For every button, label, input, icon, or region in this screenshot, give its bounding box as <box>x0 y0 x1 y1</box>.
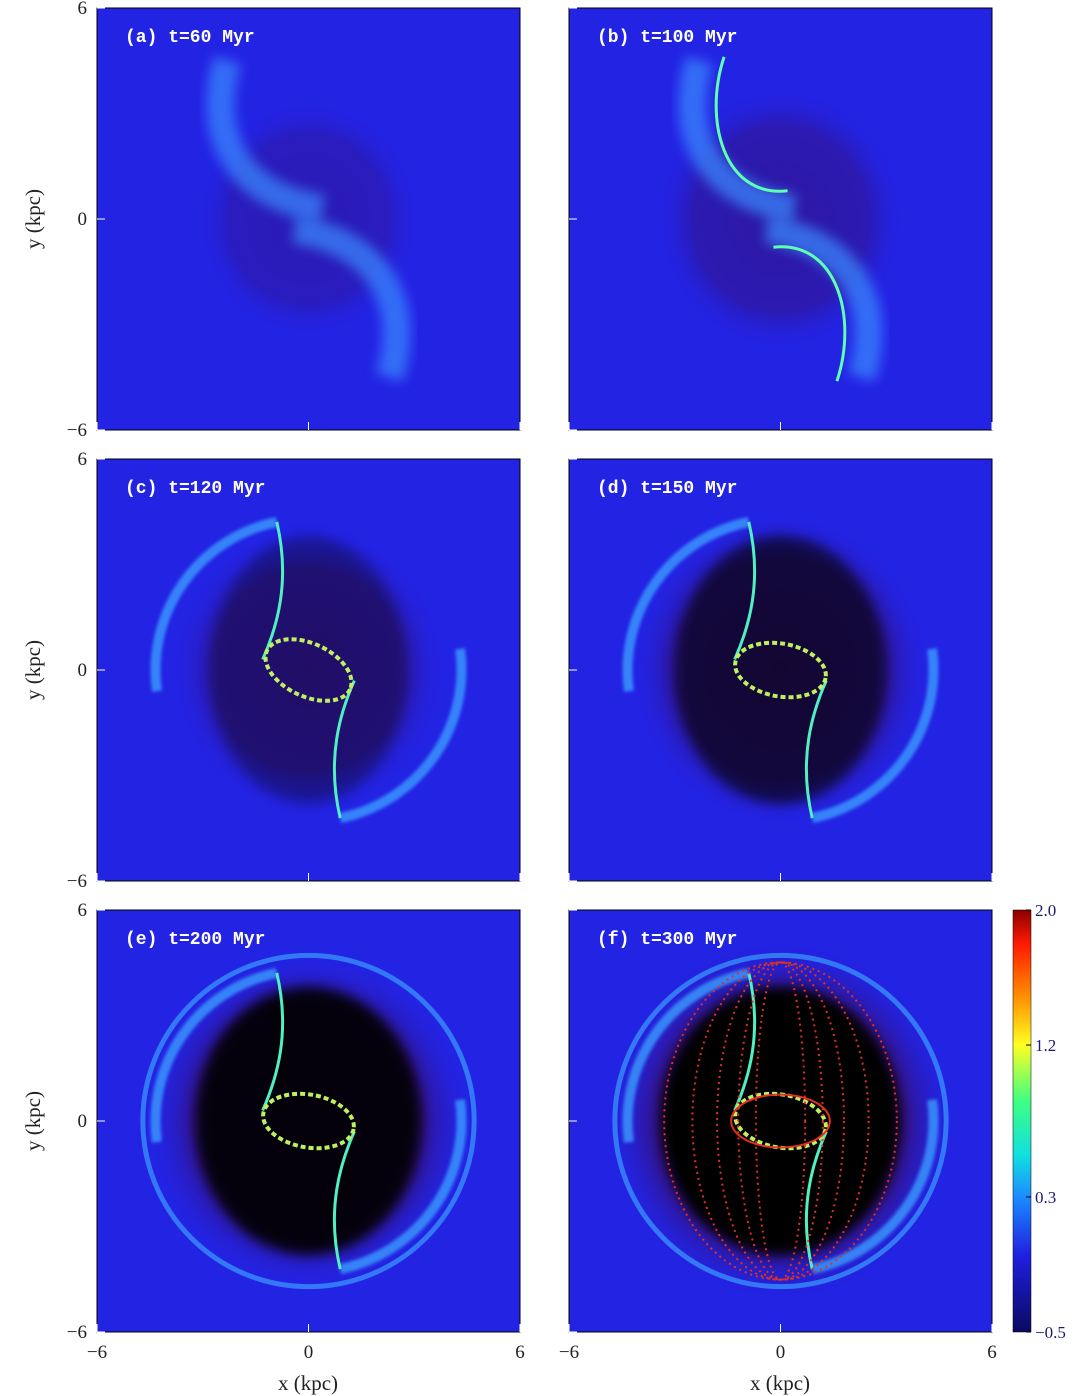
arm <box>764 215 883 382</box>
bar-shock <box>804 1130 828 1270</box>
panel-title: (c) t=120 Myr <box>125 479 265 499</box>
panel-title: (a) t=60 Myr <box>125 28 255 48</box>
colorbar-tick-label: 0.3 <box>1035 1188 1056 1207</box>
y-tick-label: −6 <box>67 1322 87 1343</box>
arm <box>678 56 797 223</box>
arm-glow <box>678 56 797 223</box>
x-axis-label: x (kpc) <box>750 1371 810 1395</box>
arm <box>150 517 285 692</box>
dark-region <box>195 987 422 1255</box>
panel <box>569 459 992 881</box>
arms <box>150 968 467 1274</box>
x-tick-label: 0 <box>304 1342 314 1363</box>
outer-arm <box>811 648 939 823</box>
y-axis-label: y (kpc) <box>21 640 45 700</box>
x-tick-label: −6 <box>87 1342 107 1363</box>
bar-shock <box>261 972 285 1112</box>
outer-arm <box>811 1099 939 1274</box>
orbit <box>716 961 845 1281</box>
arm-glow <box>764 215 883 382</box>
arms <box>622 517 939 823</box>
outer-arm <box>339 648 467 823</box>
panel <box>97 910 520 1332</box>
arm <box>206 56 325 223</box>
outer-arm <box>339 1099 467 1274</box>
arms <box>150 517 467 823</box>
x-tick-label: 0 <box>776 1342 786 1363</box>
bar-shock <box>804 679 828 819</box>
x-tick-label: 6 <box>515 1342 525 1363</box>
panel-title: (f) t=300 Myr <box>597 930 737 950</box>
nuclear-ring <box>263 637 354 703</box>
arm <box>292 215 411 382</box>
arm-shock <box>773 245 847 382</box>
arm <box>150 968 285 1143</box>
panel-title: (b) t=100 Myr <box>597 28 737 48</box>
panel <box>97 8 520 430</box>
outer-arm <box>150 968 278 1143</box>
arm-glow <box>206 56 325 223</box>
orbit <box>691 961 870 1281</box>
y-tick-label: −6 <box>67 871 87 892</box>
colorbar-tick-label: 1.2 <box>1035 1036 1056 1055</box>
colorbar <box>1012 909 1032 1333</box>
y-tick-label: 0 <box>78 660 88 681</box>
arms <box>206 56 411 382</box>
outer-ring <box>612 952 949 1290</box>
orbit <box>663 961 898 1281</box>
y-tick-label: 0 <box>78 1111 88 1132</box>
outer-arm <box>622 968 750 1143</box>
bar-shock <box>332 1130 356 1270</box>
arm-shock <box>714 56 788 193</box>
bar-shock <box>261 521 285 661</box>
arm <box>622 968 757 1143</box>
arm <box>804 1099 939 1274</box>
dark-region <box>660 987 901 1255</box>
panel-title: (e) t=200 Myr <box>125 930 265 950</box>
y-tick-label: −6 <box>67 420 87 441</box>
arms <box>622 968 939 1274</box>
y-tick-label: 6 <box>78 0 88 19</box>
orbit <box>730 1093 831 1149</box>
x-tick-label: −6 <box>559 1342 579 1363</box>
panel-title: (d) t=150 Myr <box>597 479 737 499</box>
bar-shock <box>733 972 757 1112</box>
arms <box>678 56 883 382</box>
arm <box>332 1099 467 1274</box>
y-tick-label: 6 <box>78 900 88 921</box>
y-axis-label: y (kpc) <box>21 189 45 249</box>
y-tick-label: 0 <box>78 209 88 230</box>
bar-shock <box>733 521 757 661</box>
nuclear-ring <box>261 1091 356 1151</box>
outer-ring <box>140 952 477 1290</box>
dark-region <box>674 536 887 804</box>
x-axis-label: x (kpc) <box>278 1371 338 1395</box>
orbit <box>737 961 824 1281</box>
nuclear-ring <box>733 640 828 700</box>
panel <box>569 910 992 1332</box>
arm <box>622 517 757 692</box>
dark-region <box>209 536 408 804</box>
outer-arm <box>150 517 278 692</box>
colorbar-tick-label: −0.5 <box>1035 1323 1066 1342</box>
y-tick-label: 6 <box>78 449 88 470</box>
arm-glow <box>292 215 411 382</box>
outer-arm <box>622 517 750 692</box>
arm <box>804 648 939 823</box>
y-axis-label: y (kpc) <box>21 1091 45 1151</box>
x-tick-label: 6 <box>987 1342 997 1363</box>
colorbar-tick-label: 2.0 <box>1035 901 1056 920</box>
panel <box>97 459 520 881</box>
panel <box>569 8 992 430</box>
